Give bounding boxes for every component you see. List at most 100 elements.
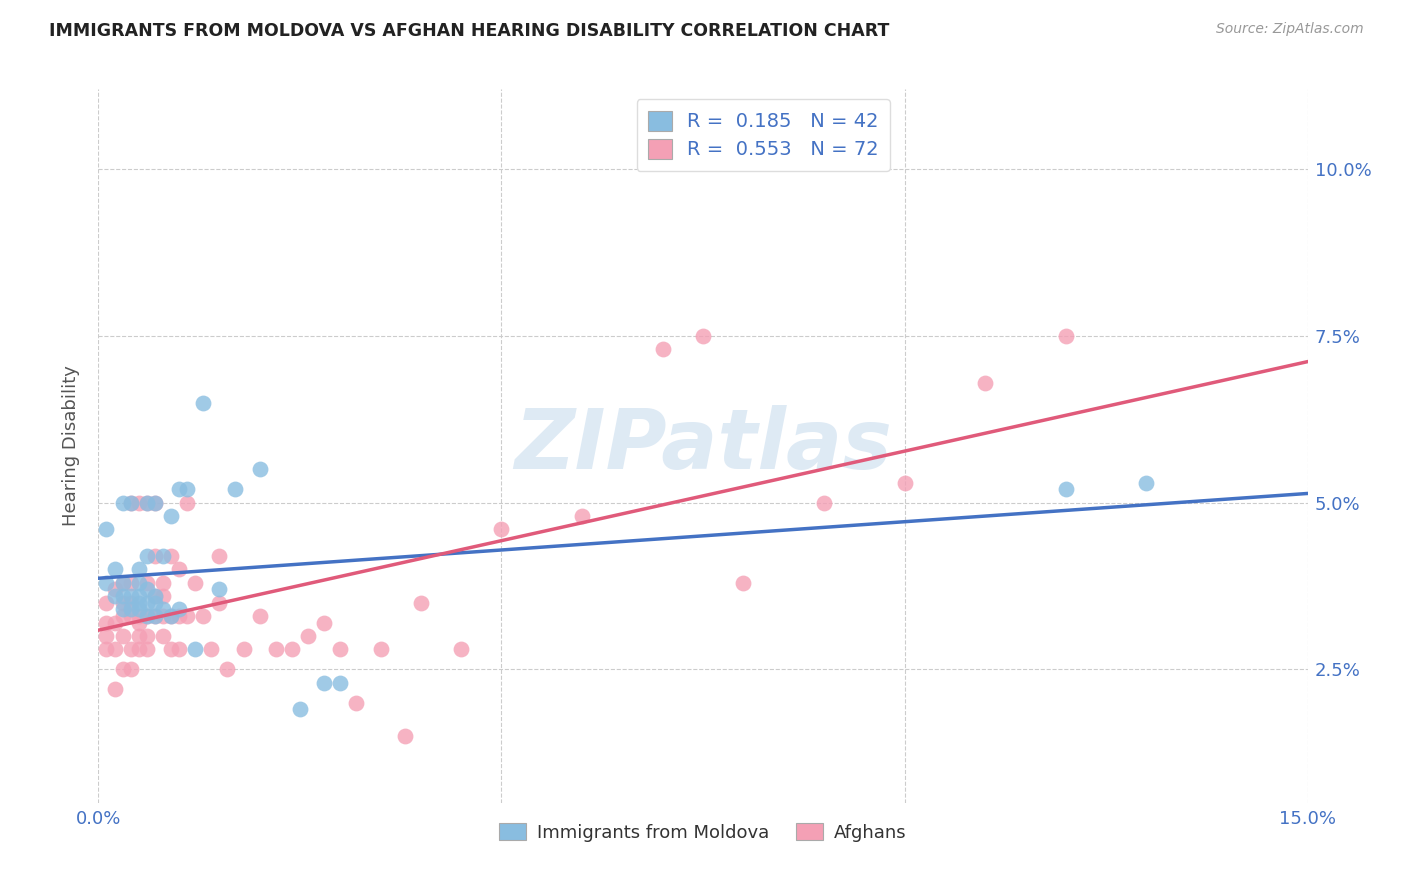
Point bbox=[135, 629, 157, 643]
Point bbox=[264, 642, 287, 657]
Point bbox=[111, 662, 134, 676]
Point bbox=[1135, 475, 1157, 490]
Point bbox=[128, 596, 150, 610]
Point bbox=[152, 549, 174, 563]
Point bbox=[111, 602, 134, 616]
Point bbox=[167, 642, 190, 657]
Point bbox=[103, 562, 125, 576]
Point bbox=[111, 589, 134, 603]
Point bbox=[111, 575, 134, 590]
Point bbox=[160, 549, 183, 563]
Point bbox=[314, 615, 336, 630]
Point bbox=[344, 696, 367, 710]
Point bbox=[176, 496, 198, 510]
Point bbox=[329, 642, 352, 657]
Point bbox=[160, 609, 183, 624]
Point bbox=[200, 642, 222, 657]
Point bbox=[128, 615, 150, 630]
Point bbox=[120, 602, 142, 616]
Point bbox=[135, 575, 157, 590]
Point bbox=[111, 629, 134, 643]
Point bbox=[167, 609, 190, 624]
Point bbox=[128, 609, 150, 624]
Point bbox=[120, 575, 142, 590]
Point bbox=[232, 642, 254, 657]
Point bbox=[974, 376, 997, 390]
Point bbox=[135, 496, 157, 510]
Point bbox=[571, 509, 593, 524]
Point bbox=[193, 609, 215, 624]
Point bbox=[208, 596, 231, 610]
Point bbox=[128, 629, 150, 643]
Point bbox=[651, 343, 673, 357]
Point bbox=[135, 609, 157, 624]
Point bbox=[193, 395, 215, 409]
Point bbox=[135, 596, 157, 610]
Point bbox=[135, 496, 157, 510]
Point bbox=[120, 589, 142, 603]
Point bbox=[128, 575, 150, 590]
Point bbox=[128, 496, 150, 510]
Point bbox=[143, 609, 166, 624]
Point bbox=[96, 575, 118, 590]
Point bbox=[152, 575, 174, 590]
Point bbox=[152, 609, 174, 624]
Point bbox=[96, 522, 118, 536]
Point bbox=[103, 615, 125, 630]
Point bbox=[143, 589, 166, 603]
Point bbox=[1054, 329, 1077, 343]
Point bbox=[167, 483, 190, 497]
Point bbox=[143, 496, 166, 510]
Point bbox=[128, 589, 150, 603]
Point bbox=[288, 702, 311, 716]
Y-axis label: Hearing Disability: Hearing Disability bbox=[62, 366, 80, 526]
Point bbox=[692, 329, 714, 343]
Point bbox=[176, 483, 198, 497]
Point bbox=[329, 675, 352, 690]
Point bbox=[813, 496, 835, 510]
Point bbox=[120, 662, 142, 676]
Point bbox=[96, 629, 118, 643]
Point bbox=[96, 642, 118, 657]
Point bbox=[111, 575, 134, 590]
Point bbox=[111, 496, 134, 510]
Point bbox=[143, 609, 166, 624]
Point bbox=[208, 549, 231, 563]
Text: IMMIGRANTS FROM MOLDOVA VS AFGHAN HEARING DISABILITY CORRELATION CHART: IMMIGRANTS FROM MOLDOVA VS AFGHAN HEARIN… bbox=[49, 22, 890, 40]
Point bbox=[409, 596, 432, 610]
Point bbox=[167, 602, 190, 616]
Point bbox=[208, 582, 231, 597]
Point bbox=[184, 642, 207, 657]
Point bbox=[167, 562, 190, 576]
Point bbox=[135, 582, 157, 597]
Text: Source: ZipAtlas.com: Source: ZipAtlas.com bbox=[1216, 22, 1364, 37]
Point bbox=[733, 575, 755, 590]
Point bbox=[297, 629, 319, 643]
Point bbox=[103, 582, 125, 597]
Point bbox=[314, 675, 336, 690]
Point bbox=[160, 609, 183, 624]
Point bbox=[249, 609, 271, 624]
Point bbox=[370, 642, 392, 657]
Point bbox=[103, 589, 125, 603]
Point bbox=[394, 729, 416, 743]
Point bbox=[143, 496, 166, 510]
Point bbox=[152, 602, 174, 616]
Point bbox=[96, 596, 118, 610]
Point bbox=[120, 496, 142, 510]
Point bbox=[893, 475, 915, 490]
Point bbox=[120, 496, 142, 510]
Point bbox=[450, 642, 472, 657]
Point bbox=[143, 589, 166, 603]
Point bbox=[128, 602, 150, 616]
Point bbox=[103, 682, 125, 697]
Point bbox=[152, 589, 174, 603]
Point bbox=[135, 642, 157, 657]
Text: ZIPatlas: ZIPatlas bbox=[515, 406, 891, 486]
Point bbox=[128, 562, 150, 576]
Point bbox=[128, 642, 150, 657]
Point bbox=[103, 642, 125, 657]
Point bbox=[160, 509, 183, 524]
Point bbox=[217, 662, 239, 676]
Point bbox=[1054, 483, 1077, 497]
